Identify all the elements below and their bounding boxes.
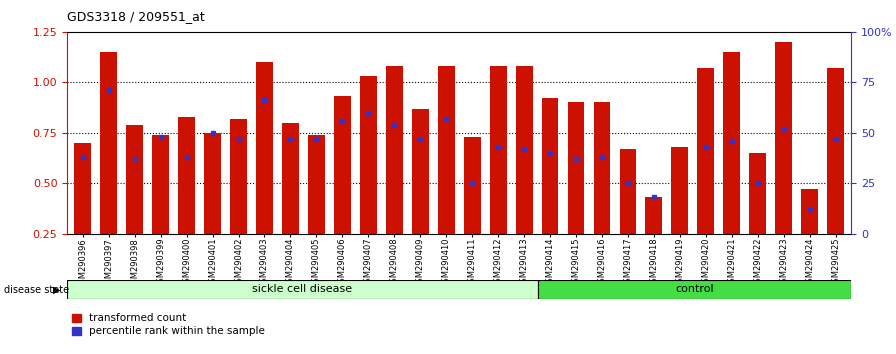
- Bar: [386, 66, 402, 234]
- Bar: [697, 68, 714, 234]
- Bar: [538, 280, 851, 299]
- Bar: [671, 147, 688, 234]
- Bar: [67, 280, 538, 299]
- Bar: [152, 135, 169, 234]
- Bar: [126, 125, 143, 234]
- Bar: [464, 137, 480, 234]
- Legend: transformed count, percentile rank within the sample: transformed count, percentile rank withi…: [73, 313, 265, 336]
- Bar: [178, 116, 195, 234]
- Bar: [516, 66, 532, 234]
- Bar: [360, 76, 377, 234]
- Bar: [645, 197, 662, 234]
- Bar: [308, 135, 325, 234]
- Bar: [593, 103, 610, 234]
- Bar: [334, 96, 351, 234]
- Bar: [74, 143, 91, 234]
- Bar: [438, 66, 454, 234]
- Text: sickle cell disease: sickle cell disease: [253, 284, 352, 295]
- Text: disease state: disease state: [4, 285, 70, 295]
- Bar: [619, 149, 636, 234]
- Bar: [100, 52, 117, 234]
- Bar: [723, 52, 740, 234]
- Bar: [541, 98, 558, 234]
- Bar: [204, 133, 221, 234]
- Bar: [282, 123, 299, 234]
- Bar: [775, 42, 792, 234]
- Bar: [749, 153, 766, 234]
- Text: GDS3318 / 209551_at: GDS3318 / 209551_at: [67, 10, 205, 23]
- Bar: [412, 109, 428, 234]
- Text: ▶: ▶: [54, 285, 61, 295]
- Bar: [490, 66, 506, 234]
- Bar: [567, 103, 584, 234]
- Text: control: control: [675, 284, 714, 295]
- Bar: [827, 68, 844, 234]
- Bar: [256, 62, 273, 234]
- Bar: [801, 189, 818, 234]
- Bar: [230, 119, 247, 234]
